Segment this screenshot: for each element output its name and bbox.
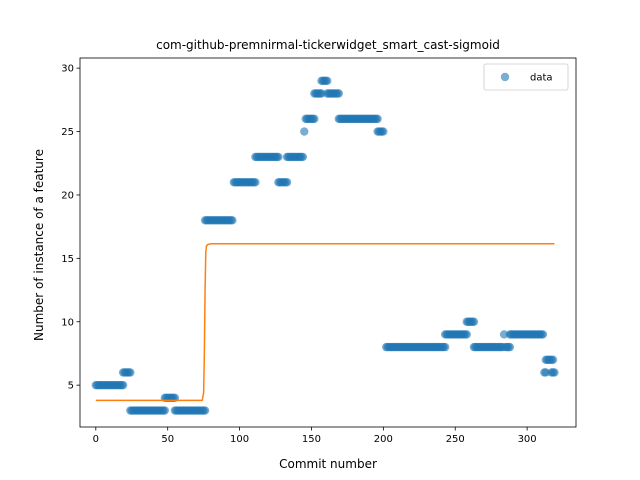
data-point	[373, 114, 382, 124]
data-point	[310, 114, 319, 124]
data-point	[469, 317, 479, 326]
plot-area	[91, 76, 559, 415]
data-point	[251, 178, 260, 187]
data-point	[538, 330, 548, 339]
data-point	[200, 406, 210, 415]
data-point	[160, 406, 170, 415]
fit-line	[95, 243, 555, 402]
data-point	[317, 89, 326, 98]
data-point	[282, 178, 292, 187]
data-point	[541, 368, 551, 377]
data-point	[298, 152, 308, 162]
data-point	[300, 127, 309, 136]
x-tick-label: 50	[161, 434, 174, 445]
y-tick-label: 30	[61, 64, 74, 75]
axes-frame	[79, 57, 577, 428]
x-tick-label: 0	[93, 434, 99, 445]
data-point	[274, 152, 283, 162]
x-axis-label: Commit number	[279, 457, 377, 471]
y-tick-label: 25	[61, 127, 74, 138]
data-point	[379, 127, 388, 136]
chart-title: com-github-premnirmal-tickerwidget_smart…	[156, 38, 500, 52]
data-point	[499, 330, 509, 339]
x-tick-label: 300	[518, 434, 537, 445]
data-point	[440, 342, 450, 352]
legend-box	[483, 63, 569, 91]
data-point	[228, 216, 237, 225]
y-tick-label: 15	[61, 254, 74, 265]
data-point	[126, 368, 135, 377]
data-point	[548, 355, 558, 364]
legend: data	[483, 63, 569, 91]
x-tick-label: 250	[446, 434, 465, 445]
data-point	[550, 368, 559, 377]
y-tick-label: 20	[61, 190, 74, 201]
x-tick-label: 150	[302, 434, 321, 445]
y-tick-label: 10	[61, 317, 74, 328]
y-tick-label: 5	[68, 381, 74, 392]
data-point	[118, 380, 128, 390]
legend-label: data	[530, 73, 553, 84]
data-point	[334, 89, 343, 98]
x-tick-label: 100	[230, 434, 249, 445]
data-point	[505, 342, 515, 352]
data-point	[323, 76, 332, 86]
data-point	[462, 330, 471, 339]
x-tick-label: 200	[374, 434, 393, 445]
axes: 0 50 100 150 200 250 300 5 10 15 20 25 30	[61, 57, 577, 445]
y-axis-label: Number of instance of a feature	[32, 149, 46, 341]
legend-marker	[500, 72, 510, 82]
